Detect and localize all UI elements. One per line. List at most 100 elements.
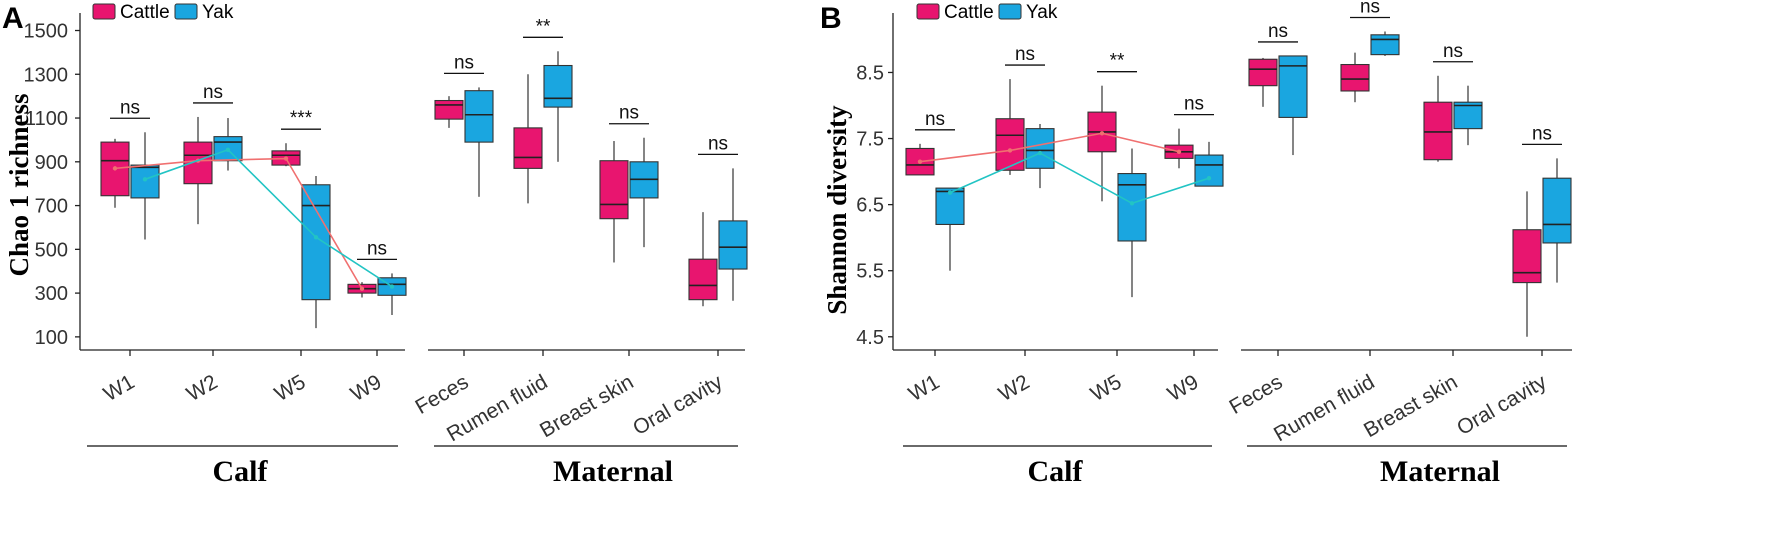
- legend-label-cattle: Cattle: [120, 2, 170, 23]
- box-cattle: [1340, 52, 1370, 103]
- legend-swatch-cattle: [916, 3, 940, 20]
- x-tick-label: W1: [905, 370, 944, 406]
- box-yak-iqr: [1117, 173, 1147, 242]
- panel-a: A Cattle Yak Chao 1 richness 100 300 500 700 900…: [2, 2, 748, 488]
- box-cattle-iqr: [513, 127, 543, 169]
- group-label: Calf: [213, 455, 269, 488]
- y-tick-label: 700: [35, 196, 68, 218]
- x-tick-label: W2: [183, 370, 222, 406]
- y-tick-label: 5.5: [856, 261, 884, 283]
- x-tick-label: Oral cavity: [629, 370, 727, 440]
- group-calf: W1 ns W2 ns W5 ** W9 ns Calf: [893, 44, 1224, 488]
- significance-label: ns: [120, 97, 140, 118]
- significance-label: ns: [1443, 41, 1463, 62]
- mean-point-cattle: [1007, 148, 1013, 153]
- box-yak: [130, 132, 160, 240]
- box-yak: [935, 187, 965, 271]
- trend-line-yak: [144, 148, 393, 288]
- mean-point-cattle: [1176, 149, 1182, 154]
- box-yak: [1370, 31, 1400, 56]
- box-cattle: [1423, 75, 1453, 162]
- box-cattle: [434, 96, 464, 128]
- mean-point-yak: [389, 284, 395, 289]
- significance-label: ns: [1532, 123, 1552, 144]
- y-tick-label: 1500: [24, 21, 69, 43]
- x-tick-label: Rumen fluid: [1270, 370, 1379, 446]
- box-yak: [1453, 85, 1483, 146]
- trend-line-cattle: [114, 157, 363, 290]
- significance-label: ns: [367, 238, 387, 259]
- box-cattle: [271, 143, 301, 167]
- box-yak: [464, 87, 494, 197]
- significance-label: **: [536, 16, 551, 37]
- x-tick-label: Oral cavity: [1453, 370, 1551, 440]
- significance-label: ***: [290, 108, 313, 129]
- significance-label: ns: [1184, 94, 1204, 115]
- significance-label: ns: [1360, 0, 1380, 18]
- significance-label: ns: [454, 52, 474, 73]
- mean-point-yak: [1129, 201, 1135, 206]
- legend-swatch-yak: [998, 3, 1022, 20]
- box-yak-iqr: [464, 90, 494, 143]
- x-tick-label: W9: [347, 370, 386, 406]
- y-tick-label: 1300: [24, 64, 69, 86]
- x-tick-label: Breast skin: [536, 370, 637, 442]
- x-tick-label: W1: [100, 370, 139, 406]
- box-yak: [718, 168, 748, 301]
- group-label: Calf: [1028, 455, 1084, 488]
- box-yak: [213, 118, 243, 171]
- mean-point-yak: [947, 190, 953, 195]
- x-tick-label: W9: [1164, 370, 1203, 406]
- panel-letter: B: [820, 2, 842, 35]
- mean-point-cattle: [1099, 131, 1105, 136]
- legend: Cattle Yak: [916, 2, 1058, 23]
- significance-label: ns: [1268, 21, 1288, 42]
- box-cattle: [905, 143, 935, 176]
- y-tick-label: 4.5: [856, 327, 884, 349]
- mean-point-yak: [225, 147, 231, 152]
- box-cattle-iqr: [434, 99, 464, 120]
- y-tick-label: 900: [35, 152, 68, 174]
- box-yak: [1278, 55, 1308, 156]
- legend-label-cattle: Cattle: [944, 2, 994, 23]
- box-yak-iqr: [1542, 177, 1572, 244]
- box-cattle: [1164, 128, 1194, 169]
- mean-point-cattle: [359, 286, 365, 291]
- mean-point-cattle: [917, 159, 923, 164]
- x-tick-label: W5: [1087, 370, 1126, 406]
- box-yak-iqr: [301, 184, 331, 301]
- y-tick-label: 500: [35, 239, 68, 261]
- box-yak: [543, 51, 573, 162]
- box-yak-iqr: [718, 220, 748, 270]
- y-tick-label: 7.5: [856, 129, 884, 151]
- significance-label: ns: [1015, 44, 1035, 65]
- box-cattle: [995, 79, 1025, 175]
- box-cattle: [599, 141, 629, 263]
- trend-line-yak: [949, 152, 1210, 205]
- legend-label-yak: Yak: [1026, 2, 1058, 23]
- x-tick-label: Breast skin: [1360, 370, 1461, 442]
- box-cattle: [100, 138, 130, 208]
- y-tick-label: 300: [35, 283, 68, 305]
- box-cattle-iqr: [1423, 101, 1453, 161]
- significance-label: **: [1110, 51, 1125, 72]
- group-label: Maternal: [1380, 455, 1500, 488]
- legend-swatch-yak: [174, 3, 198, 20]
- legend: Cattle Yak: [92, 2, 234, 23]
- box-cattle: [1248, 57, 1278, 107]
- box-cattle-iqr: [688, 258, 718, 301]
- y-axis-title: Chao 1 richness: [4, 93, 34, 276]
- x-tick-label: W2: [995, 370, 1034, 406]
- box-yak-iqr: [543, 64, 573, 108]
- x-tick-label: W5: [271, 370, 310, 406]
- box-yak-iqr: [1025, 128, 1055, 169]
- box-cattle: [688, 212, 718, 307]
- box-yak: [1025, 124, 1055, 189]
- x-tick-label: Feces: [411, 370, 472, 419]
- mean-point-yak: [1206, 175, 1212, 181]
- mean-point-cattle: [112, 166, 118, 171]
- y-tick-label: 100: [35, 327, 68, 349]
- trend-line-cattle: [919, 132, 1180, 163]
- mean-point-yak: [142, 177, 148, 182]
